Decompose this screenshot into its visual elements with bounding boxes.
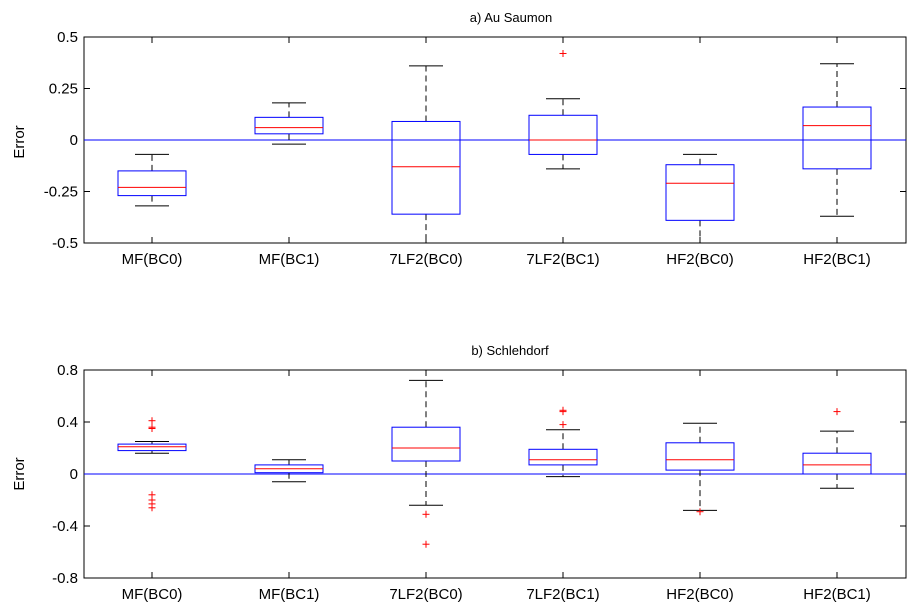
outlier-point [696, 508, 704, 516]
panel-au-saumon: a) Au Saumon Error -0.5 -0.25 0 0.25 0.5 MF(B… [11, 10, 907, 268]
iqr-box [117, 170, 187, 197]
y-tick-label: 0.25 [49, 81, 78, 98]
box-hf2-bc1 [802, 63, 872, 217]
box-mf-bc0 [117, 153, 187, 207]
outlier-point [559, 408, 567, 416]
outlier-point [559, 421, 567, 429]
iqr-box [528, 448, 598, 466]
outlier-point [422, 540, 430, 548]
x-tick-label: 7LF2(BC0) [389, 586, 462, 602]
x-tick-label: MF(BC0) [122, 251, 183, 268]
x-tick-label: 7LF2(BC0) [389, 251, 462, 268]
y-axis-label: Error [11, 125, 28, 158]
iqr-box [391, 426, 461, 462]
y-axis-label: Error [11, 457, 28, 490]
y-tick-label: -0.4 [52, 518, 78, 535]
outlier-point [559, 49, 567, 57]
y-tick-label: -0.8 [52, 570, 78, 587]
panel-schlehdorf: b) Schlehdorf Error -0.8 -0.4 0 0.4 0.8 MF(BC… [11, 343, 907, 602]
y-tick-label: 0.8 [57, 362, 78, 379]
x-tick-label: HF2(BC1) [803, 251, 871, 268]
y-tick-label: 0 [70, 466, 78, 483]
y-tick-label: -0.25 [44, 184, 78, 201]
iqr-box [528, 114, 598, 155]
box-7lf2-bc1 [528, 406, 598, 478]
y-tick-label: 0 [70, 132, 78, 149]
x-tick-label: MF(BC1) [259, 586, 320, 602]
outlier-point [148, 425, 156, 432]
box-mf-bc1 [254, 102, 324, 145]
x-tick-label: MF(BC1) [259, 251, 320, 268]
x-tick-label: HF2(BC0) [666, 251, 734, 268]
iqr-box [802, 106, 872, 170]
x-tick-label: HF2(BC0) [666, 586, 734, 602]
outlier-point [422, 510, 430, 518]
chart-title: b) Schlehdorf [471, 343, 549, 358]
iqr-box [254, 116, 324, 135]
y-tick-label: -0.5 [52, 235, 78, 252]
box-hf2-bc1 [802, 408, 872, 489]
x-tick-label: HF2(BC1) [803, 586, 871, 602]
iqr-box [665, 164, 735, 221]
x-tick-label: MF(BC0) [122, 586, 183, 602]
outlier-point [148, 417, 156, 425]
box-mf-bc1 [254, 459, 324, 483]
y-tick-label: 0.4 [57, 414, 78, 431]
outlier-point [148, 504, 156, 512]
iqr-box [391, 120, 461, 215]
box-7lf2-bc0 [391, 379, 461, 548]
iqr-box [665, 442, 735, 471]
box-7lf2-bc0 [391, 65, 461, 243]
iqr-box [802, 452, 872, 475]
y-tick-label: 0.5 [57, 29, 78, 46]
x-tick-label: 7LF2(BC1) [526, 586, 599, 602]
x-tick-label: 7LF2(BC1) [526, 251, 599, 268]
box-7lf2-bc1 [528, 49, 598, 170]
box-hf2-bc0 [665, 153, 735, 243]
chart-title: a) Au Saumon [470, 10, 552, 25]
iqr-box [117, 443, 187, 452]
box-hf2-bc0 [665, 422, 735, 516]
outlier-point [833, 408, 841, 416]
box-mf-bc0 [117, 417, 187, 512]
